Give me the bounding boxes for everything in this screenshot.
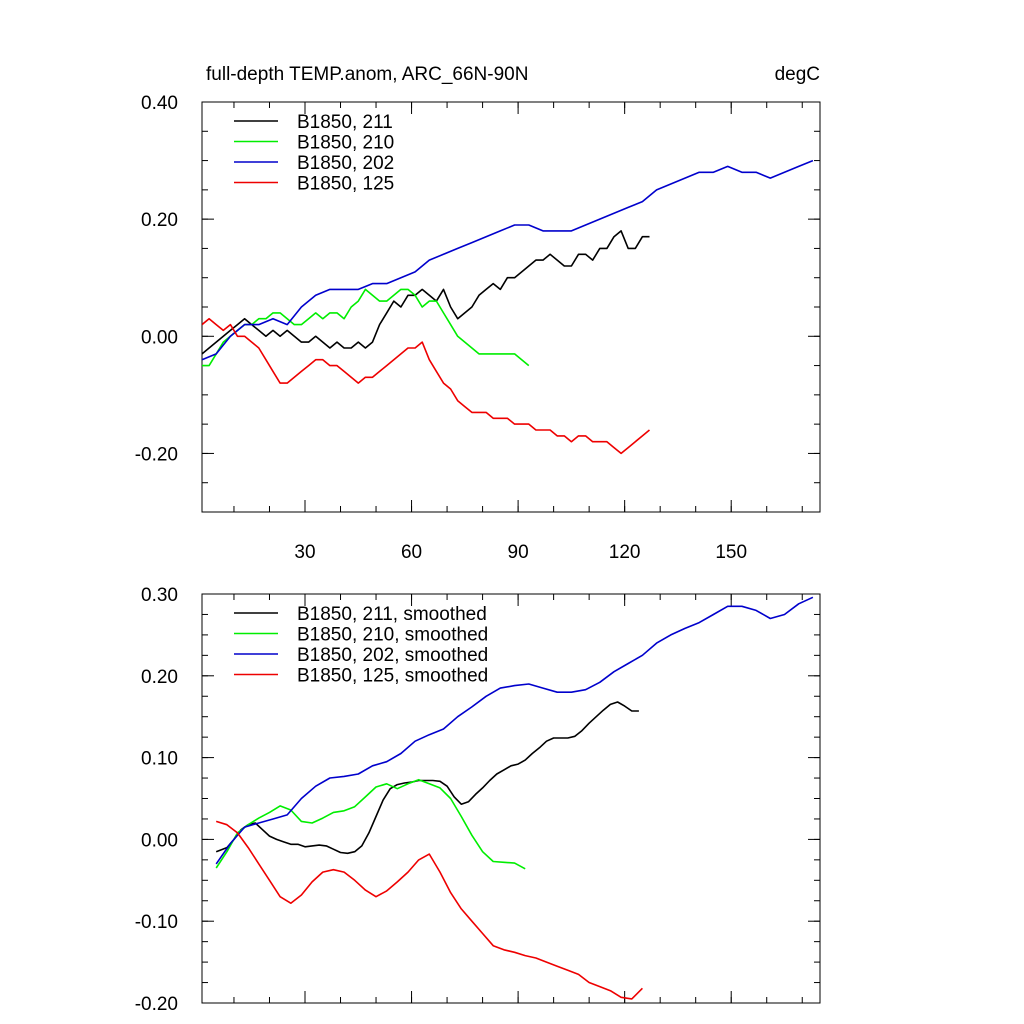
legend-label: B1850, 125, smoothed (297, 666, 488, 687)
series-line (215, 778, 526, 870)
legend-label: B1850, 202, smoothed (297, 645, 488, 666)
plot-frame (201, 101, 821, 513)
units-label: degC (775, 64, 820, 85)
bottom-panel: 0.30 0.20 0.10 0.00 -0.10 -0.20 B1850, 211, sm… (135, 585, 821, 1015)
x-tick-label: 60 (401, 542, 422, 563)
legend-label: B1850, 210 (297, 133, 394, 154)
series-line (215, 820, 643, 1000)
series-line (215, 596, 814, 865)
legend-label: B1850, 211 (297, 112, 393, 133)
series-line (202, 159, 814, 361)
series-line (202, 317, 651, 455)
y-tick-label: -0.20 (135, 994, 178, 1015)
legend-label: B1850, 202 (297, 153, 394, 174)
series-group (215, 596, 814, 1000)
y-tick-label: 0.40 (141, 93, 178, 114)
legend-label: B1850, 125 (297, 174, 394, 195)
y-tick-label: 0.20 (141, 210, 178, 231)
chart-title: full-depth TEMP.anom, ARC_66N-90N (206, 64, 528, 85)
x-tick-label: 150 (715, 542, 747, 563)
series-line (202, 288, 530, 367)
y-tick-label: 0.00 (141, 327, 178, 348)
y-tick-label: -0.20 (135, 444, 178, 465)
y-tick-label: 0.30 (141, 585, 178, 606)
series-line (215, 701, 639, 855)
legend-label: B1850, 211, smoothed (297, 604, 487, 625)
x-tick-label: 30 (294, 542, 315, 563)
plot-frame (201, 593, 821, 1004)
series-group (202, 159, 814, 455)
series-line (202, 230, 650, 355)
y-tick-label: 0.10 (141, 749, 178, 770)
legend-label: B1850, 210, smoothed (297, 625, 488, 646)
y-tick-label: -0.10 (135, 912, 178, 933)
x-tick-label: 120 (609, 542, 641, 563)
y-tick-label: 0.20 (141, 667, 178, 688)
top-panel: 0.40 0.20 0.00 -0.20 30 60 90 120 150 full-depth … (135, 64, 821, 563)
x-tick-label: 90 (508, 542, 529, 563)
y-tick-label: 0.00 (141, 830, 178, 851)
